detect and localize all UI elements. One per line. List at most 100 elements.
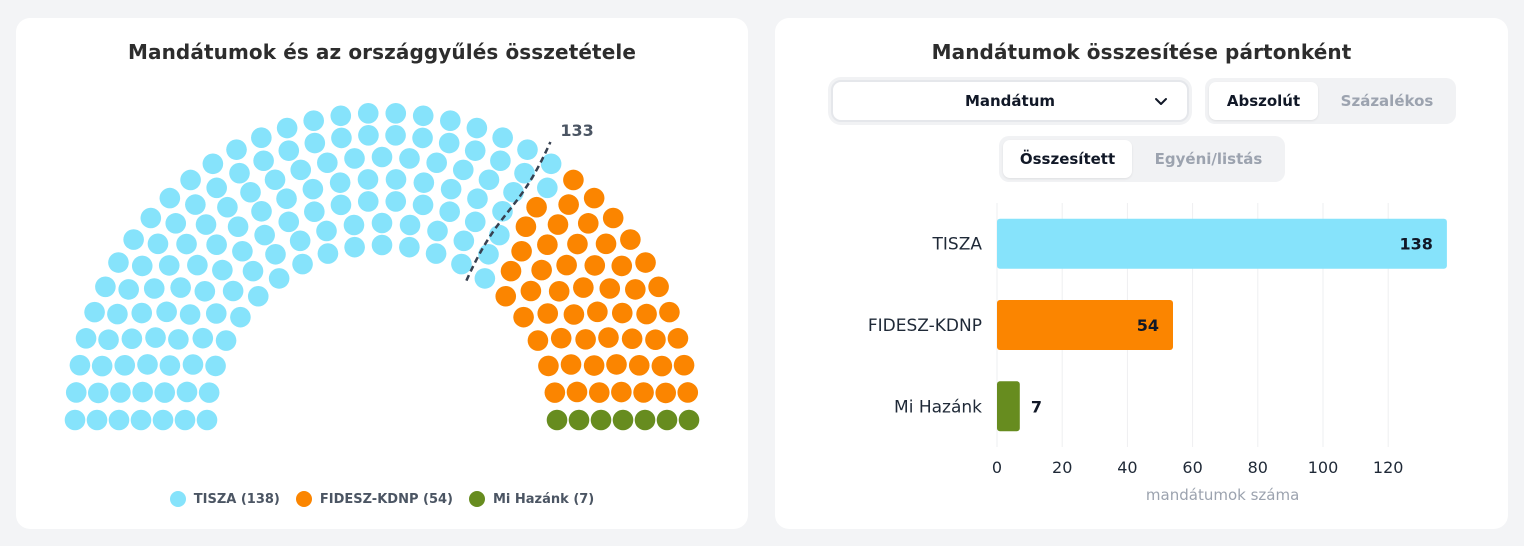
seat-tisza: [123, 229, 144, 250]
seat-tisza: [358, 125, 379, 146]
seat-tisza: [412, 127, 433, 149]
seat-tisza: [385, 169, 407, 190]
bar-chart: 0 20 40 60 80 100 120 mandátumok száma TISZA 138 F…: [868, 203, 1447, 504]
seat-tisza: [156, 301, 177, 323]
seat-tisza: [240, 181, 261, 203]
seat-tisza: [170, 277, 191, 298]
seat-tisza: [65, 382, 87, 403]
parliament-title: Mandátumok és az országgyűlés összetétel…: [128, 40, 636, 64]
seat-fidesz-kdnp: [655, 382, 677, 404]
seat-fidesz-kdnp: [606, 354, 627, 375]
seat-tisza: [143, 278, 165, 299]
seat-tisza: [371, 234, 393, 256]
seat-tisza: [130, 409, 152, 431]
seat-tisza: [69, 354, 91, 376]
x-tick-label: 60: [1182, 458, 1202, 477]
aggregation-toggle: Összesített Egyéni/listás: [999, 136, 1285, 182]
seat-tisza: [344, 236, 365, 258]
x-tick-label: 40: [1117, 458, 1137, 477]
seat-tisza: [75, 328, 97, 349]
seat-tisza: [492, 127, 513, 148]
aggregation-individual-list-button[interactable]: Egyéni/listás: [1154, 150, 1263, 168]
seat-fidesz-kdnp: [511, 240, 532, 262]
seat-tisza: [131, 255, 153, 277]
seat-fidesz-kdnp: [563, 169, 584, 191]
seat-tisza: [147, 233, 169, 255]
seat-fidesz-kdnp: [544, 382, 566, 403]
mode-absolute-button[interactable]: Abszolút: [1209, 82, 1318, 120]
seat-tisza: [140, 207, 162, 229]
bar-fidesz-kdnp[interactable]: [997, 300, 1173, 350]
legend-item-tisza[interactable]: TISZA (138): [169, 491, 280, 507]
seat-fidesz-kdnp: [667, 328, 689, 349]
seat-tisza: [317, 243, 339, 264]
seat-tisza: [226, 139, 247, 160]
seat-fidesz-kdnp: [588, 382, 610, 403]
seat-tisza: [254, 224, 275, 246]
seat-tisza: [229, 162, 250, 184]
seat-fidesz-kdnp: [651, 355, 673, 377]
x-tick-label: 100: [1308, 458, 1339, 477]
seat-fidesz-kdnp: [611, 381, 632, 403]
seat-tisza: [478, 243, 499, 265]
category-label-fidesz-kdnp: FIDESZ-KDNP: [868, 316, 982, 336]
data-label-fidesz-kdnp: 54: [1137, 316, 1159, 335]
metric-select[interactable]: Mandátum: [831, 80, 1189, 122]
seat-mi-haz-nk: [568, 409, 590, 431]
seat-fidesz-kdnp: [645, 329, 666, 351]
seat-tisza: [176, 381, 198, 403]
seat-tisza: [478, 169, 500, 191]
parliament-card: Mandátumok és az országgyűlés összetétel…: [16, 18, 748, 529]
seat-tisza: [278, 211, 300, 233]
seat-fidesz-kdnp: [628, 355, 650, 376]
seat-tisza: [427, 220, 448, 242]
seat-tisza: [95, 276, 116, 298]
seat-fidesz-kdnp: [558, 194, 579, 215]
seat-tisza: [440, 110, 461, 131]
seat-fidesz-kdnp: [648, 276, 669, 298]
seat-fidesz-kdnp: [611, 302, 633, 324]
seat-fidesz-kdnp: [620, 229, 641, 250]
seat-tisza: [264, 169, 286, 191]
seat-tisza: [215, 330, 237, 351]
seat-fidesz-kdnp: [599, 278, 621, 299]
seat-fidesz-kdnp: [598, 327, 619, 348]
seat-tisza: [247, 285, 269, 307]
mode-percentage-button[interactable]: Százalékos: [1340, 92, 1434, 110]
seat-mi-haz-nk: [656, 409, 678, 431]
legend-item-fidesz[interactable]: FIDESZ-KDNP (54): [295, 491, 453, 507]
seat-tisza: [329, 172, 351, 193]
seat-tisza: [438, 132, 460, 154]
bar-mi-haz-nk[interactable]: [997, 381, 1020, 432]
seat-tisza: [107, 303, 128, 325]
seat-tisza: [371, 146, 393, 168]
seat-fidesz-kdnp: [583, 187, 605, 209]
metric-select-value: Mandátum: [964, 92, 1056, 110]
x-axis-label: mandátumok száma: [1146, 486, 1299, 504]
seat-tisza: [145, 327, 166, 348]
legend-swatch-mihazank: [468, 491, 485, 507]
seat-tisza: [192, 327, 214, 349]
seat-tisza: [121, 328, 143, 350]
data-label-tisza: 138: [1399, 235, 1432, 254]
seat-tisza: [413, 172, 435, 193]
seat-tisza: [180, 169, 201, 191]
seat-fidesz-kdnp: [633, 382, 654, 403]
seat-tisza: [198, 382, 220, 403]
seat-fidesz-kdnp: [602, 207, 624, 229]
seat-tisza: [452, 159, 474, 181]
aggregation-total-button[interactable]: Összesített: [1003, 140, 1132, 178]
seat-tisza: [503, 181, 524, 203]
seat-fidesz-kdnp: [538, 355, 559, 377]
legend-item-mihazank[interactable]: Mi Hazánk (7): [468, 491, 594, 507]
seat-tisza: [108, 409, 130, 431]
seat-tisza: [439, 201, 460, 223]
seat-tisza: [357, 103, 379, 124]
seat-tisza: [357, 191, 379, 212]
seat-fidesz-kdnp: [500, 260, 522, 282]
seat-tisza: [464, 140, 486, 161]
seat-fidesz-kdnp: [531, 259, 552, 281]
seat-tisza: [303, 110, 324, 131]
bar-tisza[interactable]: [997, 218, 1447, 269]
seat-fidesz-kdnp: [515, 216, 537, 237]
